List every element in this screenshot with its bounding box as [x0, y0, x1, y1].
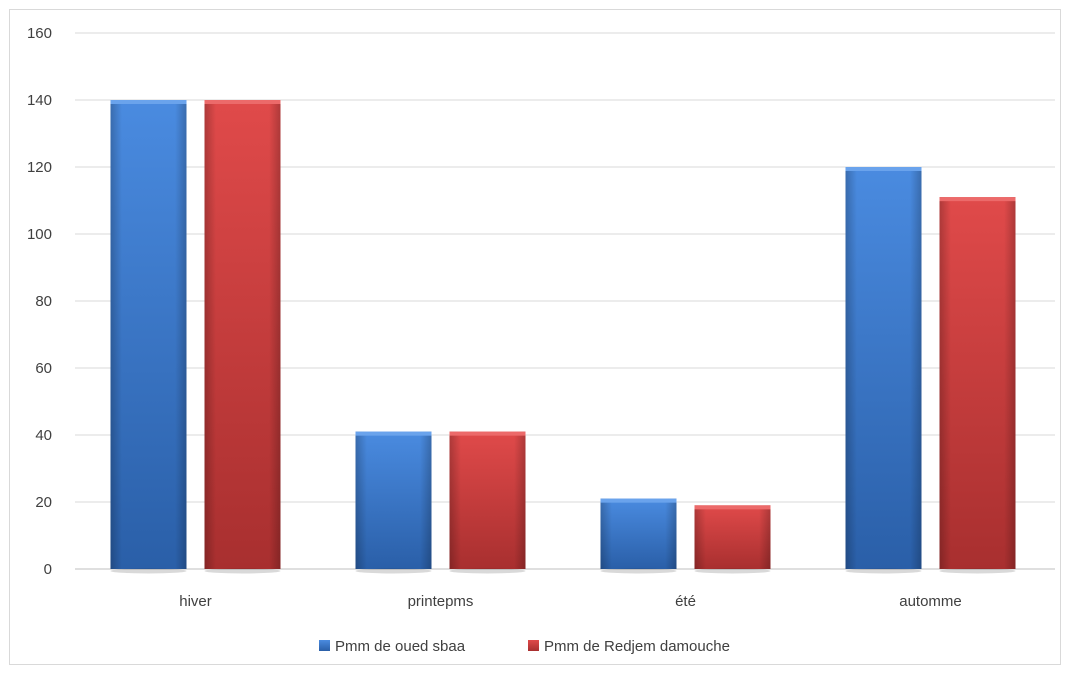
x-axis-labels: hiver printepms été automme: [179, 593, 962, 610]
legend: Pmm de oued sbaa Pmm de Redjem damouche: [319, 638, 730, 655]
bar-shadow: [694, 568, 771, 574]
bar-shadow: [204, 568, 281, 574]
y-tick-label: 140: [27, 92, 52, 109]
x-category-label: automme: [899, 593, 962, 610]
bar-shading: [600, 498, 677, 569]
y-tick-label: 40: [35, 427, 52, 444]
y-axis-ticks: 0 20 40 60 80 100 120 140 160: [27, 25, 52, 578]
legend-swatch: [319, 640, 330, 651]
bar-shadow: [600, 568, 677, 574]
y-tick-label: 100: [27, 226, 52, 243]
x-category-label: hiver: [179, 593, 212, 610]
legend-swatch: [528, 640, 539, 651]
x-category-label: printepms: [408, 593, 474, 610]
bar-top-highlight: [600, 498, 677, 503]
bars: [110, 100, 1016, 574]
bar-shadow: [449, 568, 526, 574]
y-tick-label: 60: [35, 360, 52, 377]
y-tick-label: 0: [44, 561, 52, 578]
y-tick-label: 20: [35, 494, 52, 511]
bar-top-highlight: [845, 167, 922, 171]
bar-top-highlight: [355, 431, 432, 436]
bar-shading: [845, 167, 922, 569]
bar-shading: [204, 100, 281, 569]
bar-top-highlight: [694, 505, 771, 510]
bar-top-highlight: [939, 197, 1016, 202]
y-tick-label: 120: [27, 159, 52, 176]
bar-top-highlight: [449, 431, 526, 436]
y-tick-label: 80: [35, 293, 52, 310]
bar-shadow: [355, 568, 432, 574]
bar-top-highlight: [110, 100, 187, 104]
bar-shading: [355, 431, 432, 569]
bar-shading: [694, 505, 771, 569]
bar-shadow: [845, 568, 922, 574]
bar-shadow: [110, 568, 187, 574]
legend-label: Pmm de Redjem damouche: [544, 638, 730, 655]
y-tick-label: 160: [27, 25, 52, 42]
bar-top-highlight: [204, 100, 281, 104]
x-category-label: été: [675, 593, 696, 610]
bar-shading: [449, 431, 526, 569]
legend-label: Pmm de oued sbaa: [335, 638, 466, 655]
bar-shading: [110, 100, 187, 569]
bar-shadow: [939, 568, 1016, 574]
bar-shading: [939, 197, 1016, 569]
